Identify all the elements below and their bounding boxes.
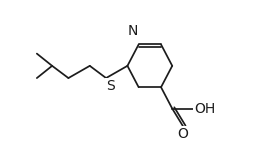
Text: O: O [177, 127, 188, 141]
Text: S: S [106, 79, 115, 93]
Text: OH: OH [194, 102, 215, 116]
Text: N: N [127, 24, 138, 38]
